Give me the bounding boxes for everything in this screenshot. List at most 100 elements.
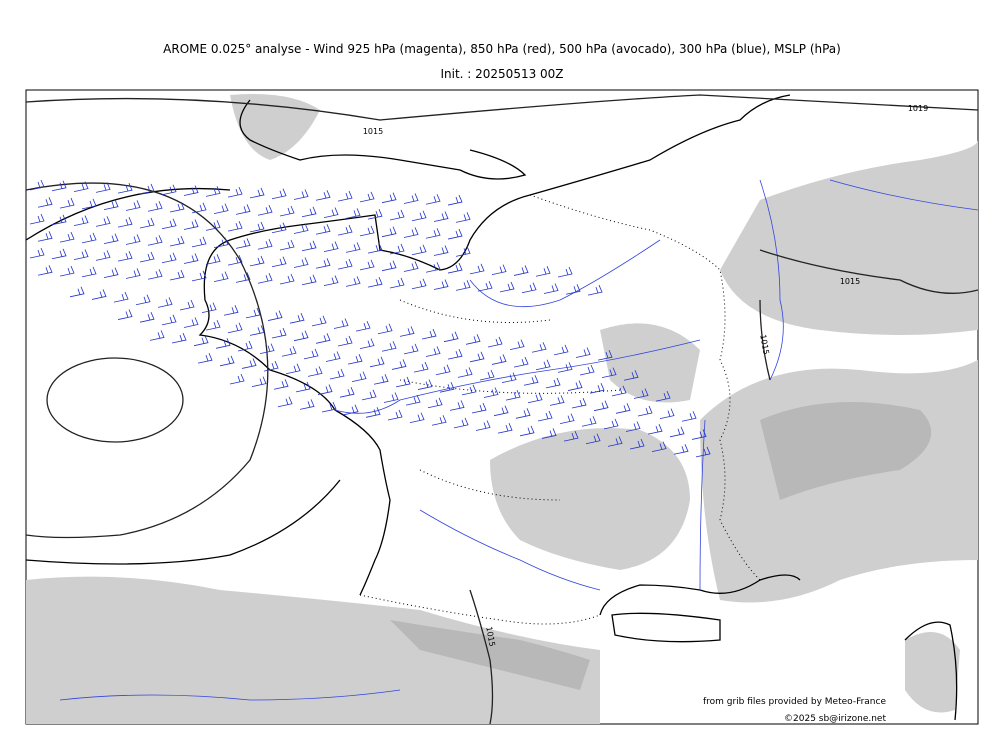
wind-barb — [457, 367, 473, 378]
wind-barb — [161, 252, 177, 264]
wind-barb — [235, 272, 251, 283]
wind-barb — [587, 284, 603, 296]
wind-barb — [559, 413, 575, 424]
wind-barb — [655, 390, 671, 402]
wind-barb — [249, 325, 265, 336]
wind-barb — [381, 226, 397, 238]
wind-barb — [479, 369, 495, 381]
wind-barb — [581, 416, 597, 427]
wind-barb — [117, 217, 133, 228]
wind-barb — [563, 430, 579, 442]
wind-barb — [117, 251, 133, 262]
wind-barb — [461, 384, 477, 396]
wind-barb — [259, 343, 275, 354]
wind-barb — [227, 254, 243, 266]
wind-barb — [337, 335, 353, 347]
init-time: Init. : 20250513 00Z — [440, 67, 563, 81]
wind-barb — [315, 224, 331, 235]
wind-barb — [147, 235, 163, 246]
wind-barb — [513, 356, 529, 368]
wind-barb — [487, 336, 503, 348]
wind-barb — [51, 214, 67, 226]
wind-barb — [191, 236, 207, 248]
wind-barb — [425, 228, 441, 239]
wind-barb — [469, 351, 485, 363]
wind-barb — [601, 367, 617, 379]
wind-barb — [351, 371, 367, 383]
wind-barb — [623, 370, 639, 381]
wind-barb — [323, 275, 339, 286]
wind-barb — [293, 257, 309, 268]
wind-barb — [201, 302, 217, 314]
wind-barb — [367, 243, 383, 254]
wind-barb — [449, 400, 465, 411]
wind-barb — [325, 351, 341, 362]
wind-barb — [527, 392, 543, 404]
wind-barb — [497, 423, 513, 434]
wind-barb — [215, 338, 231, 349]
wind-barb — [483, 387, 499, 398]
wind-barb — [575, 347, 591, 358]
wind-barb — [535, 359, 551, 371]
wind-barb — [383, 392, 399, 403]
wind-barb — [279, 205, 295, 217]
wind-barb — [543, 283, 559, 294]
wind-barb — [311, 315, 327, 327]
wind-barb — [399, 326, 415, 337]
wind-barb — [317, 384, 333, 395]
wind-barb — [545, 377, 561, 389]
wind-barb — [59, 197, 75, 209]
wind-barb — [135, 294, 151, 306]
wind-barb — [553, 344, 569, 356]
wind-barb — [391, 359, 407, 370]
wind-barb — [73, 215, 89, 226]
wind-barb — [593, 400, 609, 412]
wind-barb — [191, 270, 207, 282]
wind-barb — [227, 186, 243, 198]
wind-barb — [491, 354, 507, 365]
isobar-label: 1015 — [758, 334, 770, 356]
wind-barb — [403, 261, 419, 272]
source-credit: from grib files provided by Meteo-France — [703, 697, 886, 707]
coastlines — [26, 94, 958, 721]
wind-barb — [557, 362, 573, 373]
wind-barb — [293, 189, 309, 200]
wind-barb — [303, 348, 319, 360]
wind-barb — [271, 222, 287, 234]
title: AROME 0.025° analyse - Wind 925 hPa (mag… — [163, 42, 841, 56]
wind-barb — [81, 266, 97, 278]
wind-barb — [81, 198, 97, 210]
wind-barb — [541, 428, 557, 439]
wind-barb — [345, 242, 361, 253]
wind-barb — [337, 190, 353, 202]
isobar-label: 1015 — [484, 626, 496, 648]
wind-barb — [659, 408, 675, 419]
wind-barb — [493, 405, 509, 417]
wind-barb — [227, 220, 243, 232]
wind-barb — [29, 247, 45, 259]
wind-barb — [95, 216, 111, 227]
wind-barb — [213, 203, 229, 215]
wind-barb — [257, 273, 273, 284]
isobar-label: 1015 — [840, 277, 860, 286]
wind-barb — [359, 338, 375, 349]
wind-barb — [171, 332, 187, 344]
wind-barb — [417, 379, 433, 390]
wind-barb — [589, 383, 605, 394]
wind-barb — [227, 322, 243, 334]
wind-barb — [339, 387, 355, 398]
wind-barb — [433, 245, 449, 256]
wind-barb — [421, 328, 437, 340]
wind-barb — [257, 239, 273, 250]
wind-barb — [453, 417, 469, 429]
wind-barb — [531, 342, 547, 353]
wind-barb — [81, 232, 97, 244]
wind-barb — [355, 320, 371, 332]
wind-barb — [279, 239, 295, 251]
wind-barb — [251, 376, 267, 388]
wind-barb — [647, 424, 663, 435]
wind-barb — [447, 194, 463, 206]
isobar-label: 1015 — [363, 127, 383, 136]
wind-barb — [139, 183, 155, 195]
wind-barb — [249, 187, 265, 199]
